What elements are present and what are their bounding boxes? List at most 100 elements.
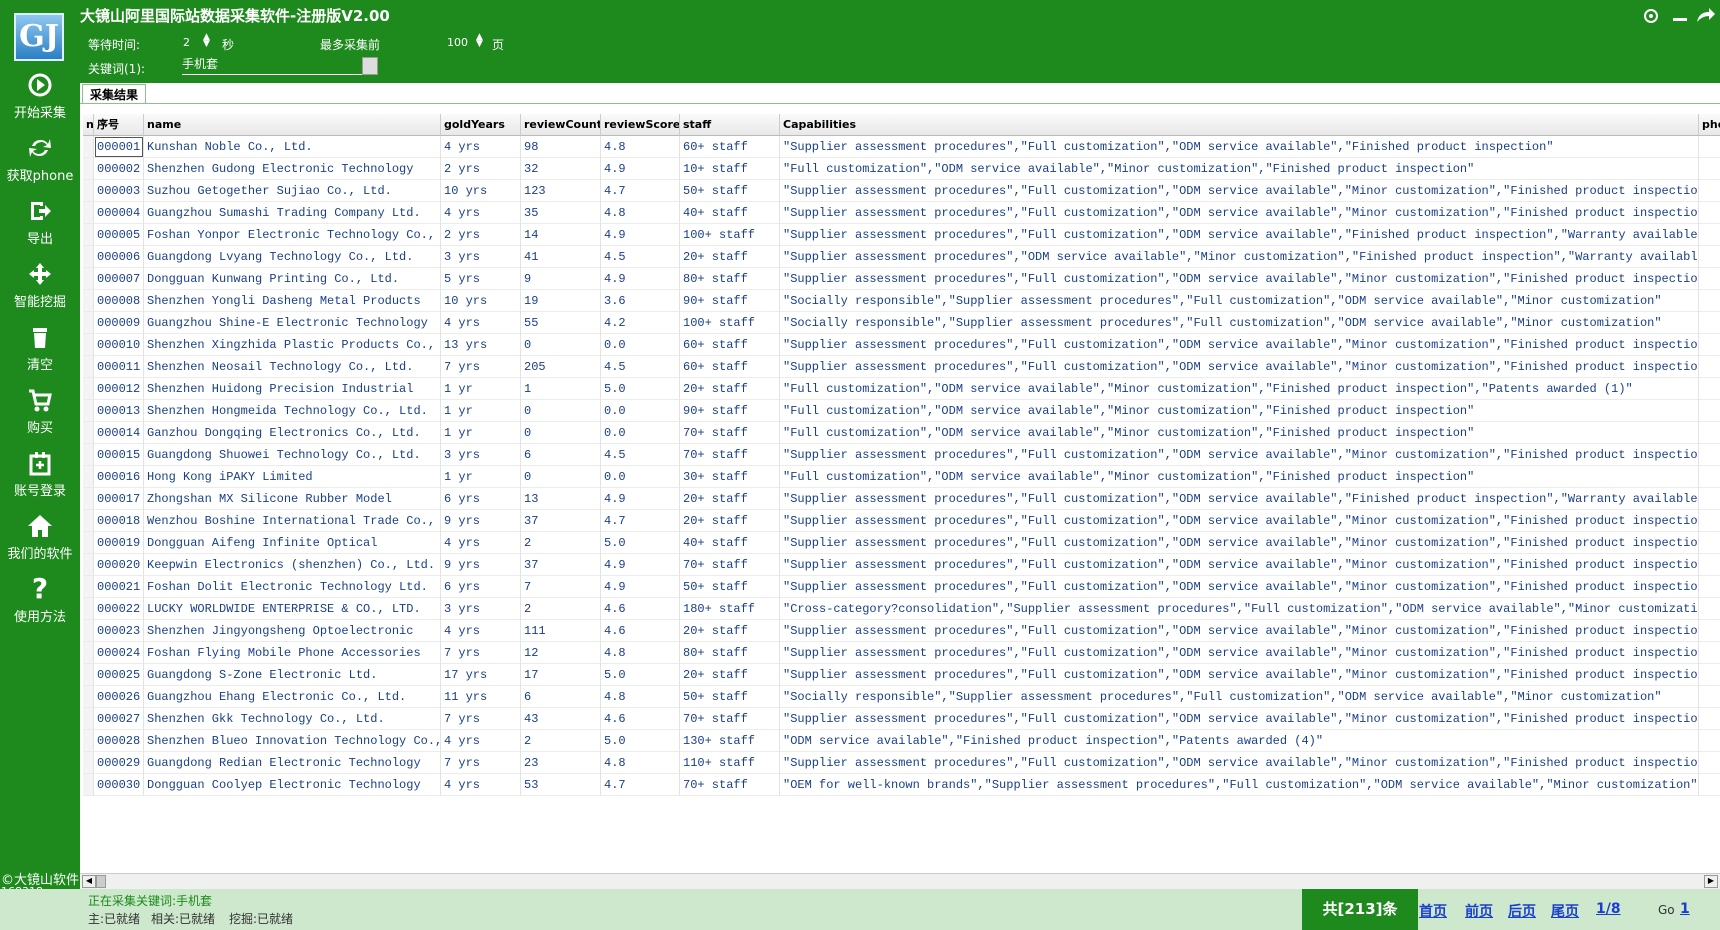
- table-cell[interactable]: 1 yr: [441, 400, 521, 422]
- table-cell[interactable]: Shenzhen Huidong Precision Industrial: [144, 378, 441, 400]
- table-cell[interactable]: 4.5: [601, 246, 680, 268]
- table-cell[interactable]: 14: [521, 224, 601, 246]
- table-cell[interactable]: 000009: [94, 312, 144, 334]
- table-cell[interactable]: Guangdong Shuowei Technology Co., Ltd.: [144, 444, 441, 466]
- table-cell[interactable]: "Supplier assessment procedures","Full c…: [780, 554, 1699, 576]
- table-cell[interactable]: "Full customization","ODM service availa…: [780, 400, 1699, 422]
- table-cell[interactable]: 2: [521, 730, 601, 752]
- sidebar-label[interactable]: 使用方法: [13, 610, 66, 625]
- table-cell[interactable]: 4.2: [601, 312, 680, 334]
- sidebar-button[interactable]: 智能挖掘: [0, 261, 80, 310]
- table-cell[interactable]: 2 yrs: [441, 224, 521, 246]
- table-cell[interactable]: 3 yrs: [441, 444, 521, 466]
- table-cell[interactable]: 4 yrs: [441, 774, 521, 796]
- table-cell[interactable]: 70+ staff: [680, 554, 780, 576]
- table-cell[interactable]: 4.9: [601, 158, 680, 180]
- table-cell[interactable]: 4 yrs: [441, 620, 521, 642]
- table-cell[interactable]: 4 yrs: [441, 312, 521, 334]
- table-cell[interactable]: 7 yrs: [441, 642, 521, 664]
- table-cell[interactable]: Shenzhen Xingzhida Plastic Products Co.,: [144, 334, 441, 356]
- table-cell[interactable]: 000016: [94, 466, 144, 488]
- table-cell[interactable]: 4 yrs: [441, 730, 521, 752]
- column-header[interactable]: goldYears: [441, 114, 521, 136]
- table-cell[interactable]: 000017: [94, 488, 144, 510]
- window-controls[interactable]: [1635, 4, 1715, 28]
- table-cell[interactable]: 32: [521, 158, 601, 180]
- table-cell[interactable]: "Supplier assessment procedures","Full c…: [780, 180, 1699, 202]
- table-cell[interactable]: "Supplier assessment procedures","ODM se…: [780, 246, 1699, 268]
- sidebar-button[interactable]: 账号登录: [0, 450, 80, 499]
- table-cell[interactable]: 000029: [94, 752, 144, 774]
- table-cell[interactable]: 60+ staff: [680, 136, 780, 158]
- sidebar-button[interactable]: 导出: [0, 198, 80, 247]
- last-page[interactable]: 尾页: [1551, 904, 1579, 920]
- table-cell[interactable]: 10+ staff: [680, 158, 780, 180]
- table-cell[interactable]: 000007: [94, 268, 144, 290]
- keyword-input[interactable]: 手机套: [182, 53, 362, 75]
- table-cell[interactable]: "Supplier assessment procedures","Full c…: [780, 510, 1699, 532]
- table-cell[interactable]: 6: [521, 686, 601, 708]
- table-cell[interactable]: 20+ staff: [680, 246, 780, 268]
- table-cell[interactable]: Guangdong Redian Electronic Technology: [144, 752, 441, 774]
- table-cell[interactable]: "Supplier assessment procedures","Full c…: [780, 708, 1699, 730]
- table-cell[interactable]: 4.8: [601, 202, 680, 224]
- table-cell[interactable]: Dongguan Kunwang Printing Co., Ltd.: [144, 268, 441, 290]
- column-header[interactable]: 序号: [94, 114, 144, 136]
- table-cell[interactable]: 0.0: [601, 466, 680, 488]
- table-cell[interactable]: "Supplier assessment procedures","Full c…: [780, 268, 1699, 290]
- table-cell[interactable]: 70+ staff: [680, 422, 780, 444]
- table-cell[interactable]: Hong Kong iPAKY Limited: [144, 466, 441, 488]
- table-cell[interactable]: 4.8: [601, 686, 680, 708]
- table-cell[interactable]: "Supplier assessment procedures","Full c…: [780, 356, 1699, 378]
- column-header[interactable]: phone: [1699, 114, 1720, 136]
- table-cell[interactable]: "Supplier assessment procedures","Full c…: [780, 136, 1699, 158]
- table-cell[interactable]: 130+ staff: [680, 730, 780, 752]
- table-cell[interactable]: 19: [521, 290, 601, 312]
- table-cell[interactable]: Keepwin Electronics (shenzhen) Co., Ltd.: [144, 554, 441, 576]
- sidebar-button[interactable]: 我们的软件: [0, 513, 80, 562]
- table-cell[interactable]: 30+ staff: [680, 466, 780, 488]
- table-cell[interactable]: 11 yrs: [441, 686, 521, 708]
- table-cell[interactable]: 3.6: [601, 290, 680, 312]
- table-cell[interactable]: 205: [521, 356, 601, 378]
- table-cell[interactable]: 37: [521, 554, 601, 576]
- table-cell[interactable]: Shenzhen Blueo Innovation Technology Co.…: [144, 730, 441, 752]
- table-cell[interactable]: Wenzhou Boshine International Trade Co.,: [144, 510, 441, 532]
- table-cell[interactable]: 000002: [94, 158, 144, 180]
- table-cell[interactable]: Guangdong Lvyang Technology Co., Ltd.: [144, 246, 441, 268]
- sidebar-button[interactable]: ? 使用方法: [0, 576, 80, 625]
- table-cell[interactable]: 000011: [94, 356, 144, 378]
- table-cell[interactable]: 60+ staff: [680, 356, 780, 378]
- table-cell[interactable]: 17: [521, 664, 601, 686]
- table-cell[interactable]: 98: [521, 136, 601, 158]
- column-header[interactable]: reviewCount: [521, 114, 601, 136]
- table-cell[interactable]: 000003: [94, 180, 144, 202]
- table-cell[interactable]: 9 yrs: [441, 554, 521, 576]
- table-cell[interactable]: 20+ staff: [680, 378, 780, 400]
- table-cell[interactable]: "Socially responsible","Supplier assessm…: [780, 290, 1699, 312]
- sidebar-button[interactable]: 清空: [0, 324, 80, 373]
- table-cell[interactable]: Shenzhen Neosail Technology Co., Ltd.: [144, 356, 441, 378]
- table-cell[interactable]: 4.7: [601, 180, 680, 202]
- table-cell[interactable]: 000019: [94, 532, 144, 554]
- table-cell[interactable]: 9 yrs: [441, 510, 521, 532]
- table-cell[interactable]: 4.6: [601, 620, 680, 642]
- column-header[interactable]: name: [144, 114, 441, 136]
- sidebar-label[interactable]: 开始采集: [13, 106, 66, 121]
- table-cell[interactable]: 1: [521, 378, 601, 400]
- table-cell[interactable]: 3 yrs: [441, 246, 521, 268]
- table-cell[interactable]: 000025: [94, 664, 144, 686]
- table-cell[interactable]: 10 yrs: [441, 290, 521, 312]
- table-cell[interactable]: 20+ staff: [680, 620, 780, 642]
- table-cell[interactable]: Shenzhen Yongli Dasheng Metal Products: [144, 290, 441, 312]
- table-cell[interactable]: Suzhou Getogether Sujiao Co., Ltd.: [144, 180, 441, 202]
- results-tab[interactable]: 采集结果: [82, 84, 146, 104]
- table-cell[interactable]: Guangzhou Sumashi Trading Company Ltd.: [144, 202, 441, 224]
- table-cell[interactable]: 20+ staff: [680, 488, 780, 510]
- table-cell[interactable]: "Supplier assessment procedures","Full c…: [780, 488, 1699, 510]
- table-cell[interactable]: 000024: [94, 642, 144, 664]
- sidebar-button[interactable]: 购买: [0, 387, 80, 436]
- table-cell[interactable]: 10 yrs: [441, 180, 521, 202]
- h-scrollbar[interactable]: ◀ ▶: [80, 873, 1720, 889]
- table-cell[interactable]: 7 yrs: [441, 708, 521, 730]
